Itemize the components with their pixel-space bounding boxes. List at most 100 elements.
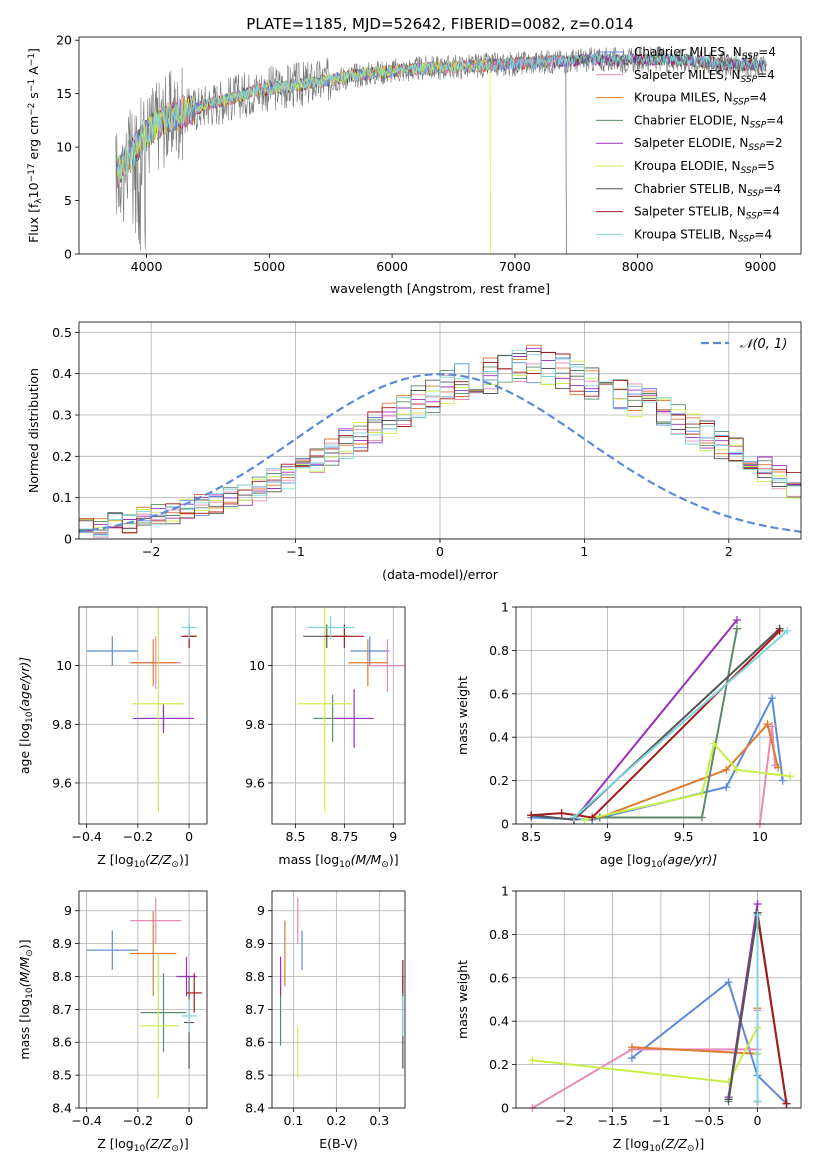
tick-label-y: 8.9: [52, 936, 72, 951]
weight-marker: [732, 616, 741, 625]
tick-label-x: −0.2: [123, 1113, 153, 1128]
weight-marker: [783, 626, 792, 635]
axes-frame: [78, 890, 208, 1109]
errorbar-kroupa_elodie: [132, 607, 184, 813]
errorbar-chabrier_miles: [350, 636, 390, 666]
tick-label-x: 9000: [745, 259, 777, 274]
tick-label-x: 2: [725, 544, 733, 559]
tick-label-y: 0.8: [489, 927, 509, 942]
tick-label-y: 0.4: [489, 1014, 509, 1029]
weight-line: [531, 627, 781, 821]
tick-label-y: 0: [64, 532, 72, 547]
weight-line: [531, 1010, 759, 1108]
tick-label-x: −0.5: [694, 1113, 724, 1128]
weight-marker: [774, 763, 783, 772]
plots-layer: 4000 5000 6000 7000 8000 900005101520waveleng…: [17, 33, 802, 1154]
tick-label-x: 0: [185, 829, 193, 844]
weight-series-chabrier_stelib: [527, 624, 784, 824]
axes-mass_vs_ebv: 0.1 0.2 0.3 8.4 8.5 8.6 8.7 8.8 8.9 9 E(B-V): [245, 890, 406, 1151]
histogram-kroupa_elodie: [79, 360, 801, 528]
weight-series-kroupa_stelib: [753, 910, 762, 1106]
x-axis-label: Z [log10(Z/Z⊙)]: [97, 1136, 188, 1154]
tick-label-y: 0: [64, 247, 72, 262]
weight-marker: [753, 910, 762, 919]
weight-marker: [775, 626, 784, 635]
tick-label-y: 0: [501, 1101, 509, 1116]
weight-series-kroupa_miles: [595, 720, 783, 822]
x-axis-label: Z [log10(Z/Z⊙)]: [97, 852, 188, 870]
weight-series-salpeter_miles: [528, 1006, 762, 1112]
tick-label-y: 0.4: [489, 730, 509, 745]
tick-label-y: 8.5: [245, 1068, 265, 1083]
axes-residuals: −2 −1 0 1 2 0 0.1 0.2 0.3 0.4 0.5 (data-model)/erro…: [26, 321, 802, 582]
tick-label-y: 8.5: [52, 1068, 72, 1083]
weight-marker: [627, 1054, 636, 1063]
weight-marker: [753, 900, 762, 909]
tick-label-y: 0.6: [489, 970, 509, 985]
tick-label-x: 7000: [499, 259, 531, 274]
errorbar-kroupa_stelib: [181, 615, 197, 640]
weight-marker: [697, 813, 706, 822]
errorbar-chabrier_miles: [86, 636, 138, 666]
tick-label-y: 0: [501, 817, 509, 832]
tick-label-y: 9.8: [52, 717, 72, 732]
errorbar-kroupa_miles: [130, 639, 177, 687]
weight-marker: [786, 772, 795, 781]
weight-marker: [569, 813, 578, 822]
tick-label-y: 8.8: [245, 969, 265, 984]
axes-weight_vs_age: 8.5 9 9.5 10 0 0.2 0.4 0.6 0.8 1 mass weight age [l…: [455, 600, 802, 870]
tick-label-y: 0.1: [52, 490, 72, 505]
tick-label-x: 9.5: [674, 829, 694, 844]
gaussian-curve: [79, 372, 801, 533]
errorbar-salpeter_miles: [130, 897, 182, 944]
axes-frame: [271, 890, 406, 1109]
tick-label-y: 1: [501, 600, 509, 615]
tick-label-y: 0.3: [52, 408, 72, 423]
legend-entry: Kroupa ELODIE, NSSP=5: [634, 159, 775, 176]
tick-label-x: 4000: [131, 259, 163, 274]
weight-marker: [763, 720, 772, 729]
weight-line: [531, 694, 784, 821]
tick-label-x: −0.4: [72, 829, 102, 844]
weight-series-kroupa_stelib: [569, 626, 792, 822]
weight-marker: [722, 783, 731, 792]
weight-marker: [768, 722, 777, 731]
y-axis-label: mass weight: [455, 960, 470, 1039]
axes-age_vs_Z: −0.4 −0.2 0 9.6 9.8 10 Z [log10(Z/Z⊙)] age [log…: [17, 606, 208, 870]
weight-marker: [753, 1097, 762, 1106]
tick-label-y: 9.6: [245, 775, 265, 790]
tick-label-x: −1: [286, 544, 304, 559]
legend-entry: Chabrier ELODIE, NSSP=4: [634, 113, 784, 130]
axes-frame: [515, 890, 802, 1109]
weight-series-salpeter_stelib: [527, 626, 784, 822]
tick-label-y: 10: [56, 658, 72, 673]
tick-label-x: −0.2: [123, 829, 153, 844]
tick-label-y: 9: [64, 903, 72, 918]
tick-label-x: 0.2: [326, 1113, 346, 1128]
spectrum-model-kroupa_elodie: [116, 59, 491, 254]
weight-marker: [710, 739, 719, 748]
legend-entry: Salpeter STELIB, NSSP=4: [634, 205, 780, 222]
weight-marker: [557, 809, 566, 818]
x-axis-label: wavelength [Angstrom, rest frame]: [330, 281, 550, 296]
x-axis-label: mass [log10(M/M⊙)]: [278, 852, 398, 870]
spectrum-model-chabrier_miles: [116, 54, 567, 254]
axes-weight_vs_Z: −2 −1.5 −1 −0.5 0 0 0.2 0.4 0.6 0.8 1 mass weight Z …: [455, 884, 802, 1154]
histogram-kroupa_stelib: [79, 349, 801, 537]
tick-label-x: 0: [436, 544, 444, 559]
weight-series-kroupa_elodie: [528, 1023, 762, 1086]
weight-marker: [722, 765, 731, 774]
tick-label-y: 8.6: [52, 1035, 72, 1050]
tick-label-x: 0: [754, 1113, 762, 1128]
tick-label-x: 8.5: [521, 829, 541, 844]
weight-marker: [724, 1095, 733, 1104]
tick-label-y: 0.2: [52, 449, 72, 464]
axes-age_vs_mass: 8.5 8.75 9 9.6 9.8 10 mass [log10(M/M⊙)]: [245, 606, 406, 870]
y-axis-label: mass [log10(M/M⊙)]: [17, 939, 35, 1059]
legend-entry: Salpeter ELODIE, NSSP=2: [634, 136, 783, 153]
tick-label-x: 0.1: [284, 1113, 304, 1128]
legend-entry: Kroupa MILES, NSSP=4: [634, 91, 767, 108]
tick-label-x: 9: [603, 829, 611, 844]
tick-label-y: 15: [56, 86, 72, 101]
weight-line: [573, 619, 738, 821]
